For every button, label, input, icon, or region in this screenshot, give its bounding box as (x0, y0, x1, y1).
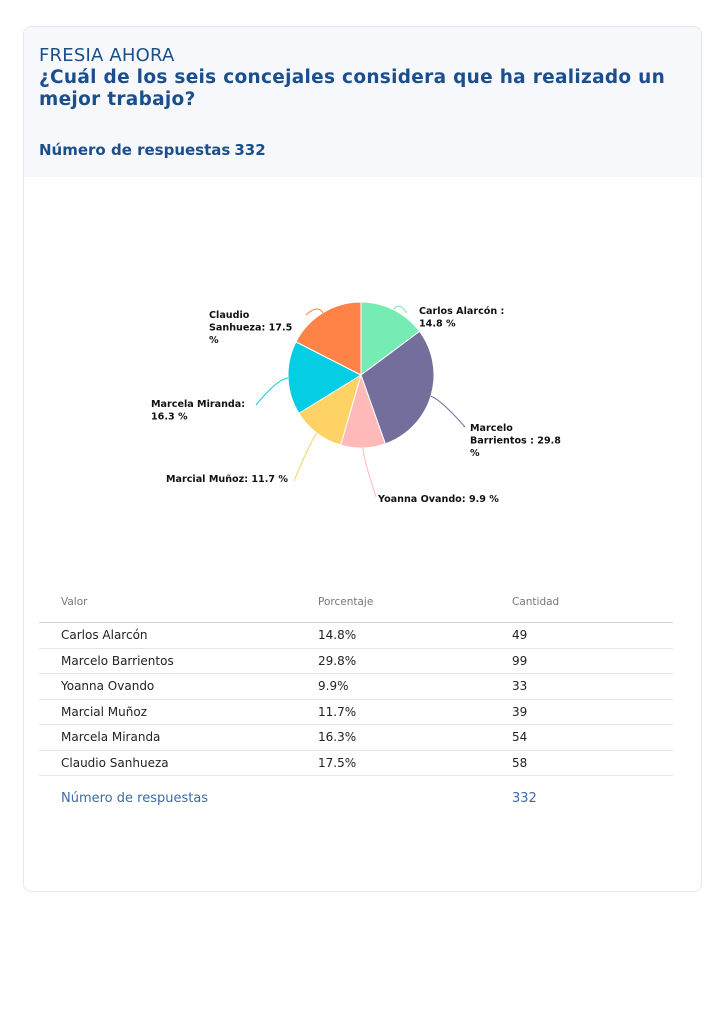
cell-porcentaje: 14.8% (318, 628, 357, 643)
pie-slice (360, 330, 435, 445)
pie-slice (287, 341, 363, 415)
column-header-valor: Valor (61, 595, 88, 608)
table-header: Valor Porcentaje Cantidad (39, 581, 673, 623)
pie-connector (305, 308, 324, 316)
cell-porcentaje: 16.3% (318, 730, 357, 745)
cell-valor: Carlos Alarcón (61, 628, 148, 643)
pie-slice (360, 301, 421, 376)
table-row: Marcela Miranda 16.3% 54 (39, 725, 673, 751)
cell-cantidad: 54 (512, 730, 528, 745)
table-footer: Número de respuestas 332 (39, 776, 673, 820)
responses-number: 332 (234, 141, 266, 159)
pie-connector (430, 395, 466, 428)
table-row: Marcelo Barrientos 29.8% 99 (39, 649, 673, 674)
card-header: FRESIA AHORA ¿Cuál de los seis concejale… (24, 27, 701, 177)
pie-connectors (255, 305, 466, 498)
footer-label: Número de respuestas (61, 790, 209, 806)
cell-porcentaje: 9.9% (318, 679, 349, 694)
cell-cantidad: 39 (512, 704, 528, 719)
pie-labels: Carlos Alarcón :14.8 % Marcelo Barrientos … (151, 305, 561, 505)
table-row: Yoanna Ovando 9.9% 33 (39, 674, 673, 700)
survey-card: FRESIA AHORA ¿Cuál de los seis concejale… (23, 26, 702, 892)
brand-title: FRESIA AHORA (39, 45, 175, 66)
cell-porcentaje: 17.5% (318, 755, 357, 770)
pie-connector (293, 432, 318, 482)
column-header-porcentaje: Porcentaje (318, 595, 374, 608)
pie-slices (287, 301, 435, 449)
column-header-cantidad: Cantidad (512, 595, 560, 608)
responses-label: Número de respuestas (39, 141, 231, 159)
cell-cantidad: 58 (512, 755, 528, 770)
pie-slice-label: Yoanna Ovando: 9.9 % (377, 494, 499, 505)
pie-slice-label: Marcelo Barrientos : 29.8% (470, 423, 561, 459)
survey-question: ¿Cuál de los seis concejales considera q… (39, 67, 666, 110)
cell-valor: Marcelo Barrientos (61, 653, 174, 668)
footer-value: 332 (512, 790, 537, 806)
pie-connector (255, 377, 289, 406)
table-row: Carlos Alarcón 14.8% 49 (39, 623, 673, 649)
pie-slice-label: Marcela Miranda: 16.3 % (151, 399, 245, 423)
cell-cantidad: 99 (512, 653, 528, 668)
responses-count: Número de respuestas 332 (39, 141, 270, 159)
pie-connector (393, 305, 408, 314)
pie-slice-label: Marcial Muñoz: 11.7 % (166, 474, 288, 485)
table-row: Claudio Sanhueza 17.5% 58 (39, 751, 673, 776)
cell-valor: Claudio Sanhueza (61, 755, 169, 770)
cell-valor: Yoanna Ovando (61, 679, 155, 694)
cell-cantidad: 33 (512, 679, 528, 694)
pie-slice-label: Claudio Sanhueza: 17.5% (209, 310, 292, 346)
cell-porcentaje: 11.7% (318, 704, 357, 719)
cell-valor: Marcial Muñoz (61, 704, 148, 719)
table-row: Marcial Muñoz 11.7% 39 (39, 700, 673, 725)
pie-slice-label: Carlos Alarcón :14.8 % (419, 305, 504, 330)
pie-slice (295, 301, 362, 376)
pie-chart: Carlos Alarcón :14.8 % Marcelo Barrientos … (151, 301, 561, 505)
cell-porcentaje: 29.8% (318, 653, 357, 668)
cell-valor: Marcela Miranda (61, 730, 161, 745)
cell-cantidad: 49 (512, 628, 528, 643)
results-table: Valor Porcentaje Cantidad Carlos Alarcón… (39, 581, 673, 820)
pie-connector (362, 447, 377, 498)
